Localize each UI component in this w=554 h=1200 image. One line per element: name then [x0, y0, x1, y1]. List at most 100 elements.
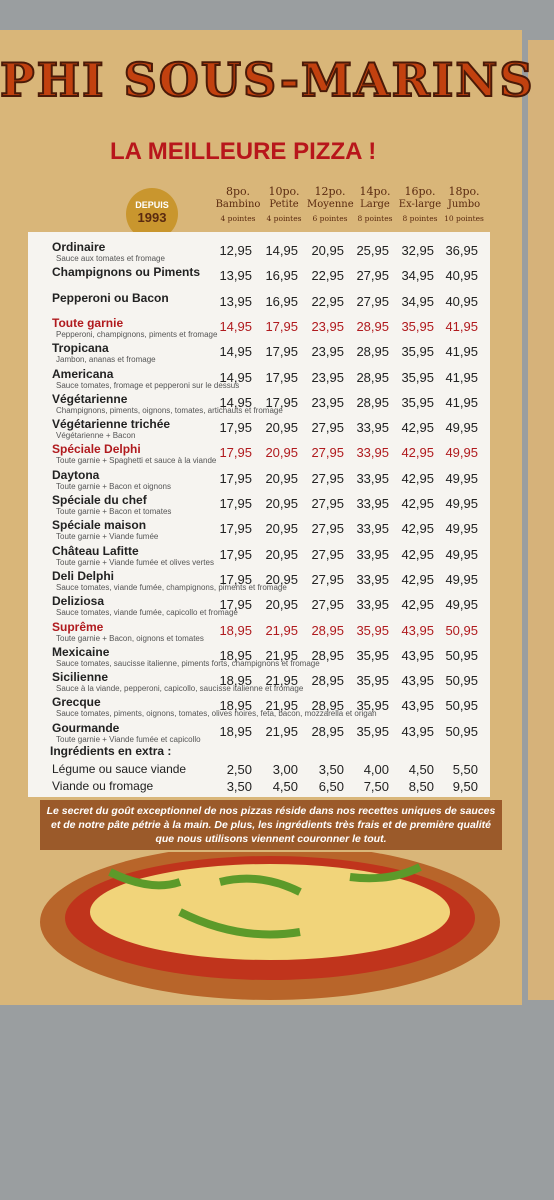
item-desc: Sauce tomates, saucisse italienne, pimen… [56, 658, 320, 668]
item-desc: Sauce à la viande, pepperoni, capicollo,… [56, 684, 304, 694]
item-name: Végétarienne [52, 391, 128, 406]
item-price: 50,95 [445, 622, 478, 638]
item-price: 43,95 [401, 673, 434, 689]
item-price: 20,95 [265, 496, 298, 511]
item-price: 42,95 [401, 470, 434, 486]
extra-name: Viande ou fromage [52, 779, 154, 793]
extra-price: 3,50 [226, 779, 252, 794]
item-desc: Sauce aux tomates et fromage [56, 254, 165, 263]
item-price: 33,95 [356, 597, 389, 613]
item-price: 20,95 [265, 571, 298, 587]
item-price: 17,95 [219, 445, 252, 461]
item-price: 49,95 [445, 420, 478, 436]
pizza-image [40, 852, 500, 1000]
item-price: 27,95 [311, 521, 344, 537]
item-price: 35,95 [356, 723, 389, 739]
item-price: 28,95 [311, 622, 344, 638]
item-price: 16,95 [265, 293, 298, 309]
extra-price: 4,50 [408, 762, 434, 777]
item-price: 18,95 [219, 622, 252, 638]
item-price: 35,95 [356, 647, 389, 663]
item-price: 34,95 [401, 268, 434, 284]
item-price: 21,95 [265, 647, 298, 663]
item-price: 14,95 [219, 344, 252, 360]
item-price: 17,95 [219, 597, 252, 613]
item-price: 17,95 [219, 521, 252, 537]
item-desc: Sauce tomates, fromage et pepperoni sur … [56, 380, 240, 390]
item-price: 49,95 [445, 470, 478, 486]
item-price: 50,95 [445, 673, 478, 689]
item-price: 28,95 [356, 369, 389, 385]
item-price: 14,95 [219, 394, 252, 410]
item-price: 25,95 [356, 243, 389, 258]
badge-year: 1993 [137, 210, 167, 225]
size-slices: 8 pointes [402, 214, 438, 223]
item-price: 41,95 [445, 344, 478, 360]
size-inch: 18po. [448, 185, 480, 198]
item-price: 50,95 [445, 723, 478, 739]
item-price: 42,95 [401, 521, 434, 537]
item-name: Spéciale du chef [52, 493, 147, 507]
item-price: 17,95 [265, 394, 298, 410]
item-price: 18,95 [219, 647, 252, 663]
footer-text: Le secret du goût exceptionnel de nos pi… [40, 800, 502, 850]
item-price: 33,95 [356, 571, 389, 587]
item-price: 23,95 [311, 394, 344, 410]
item-price: 40,95 [445, 268, 478, 284]
item-desc: Végétarienne + Bacon [56, 431, 136, 441]
item-price: 20,95 [265, 521, 298, 537]
item-desc: Toute garnie + Bacon et oignons [56, 481, 171, 491]
item-price: 49,95 [445, 521, 478, 537]
item-price: 42,95 [401, 597, 434, 613]
item-price: 14,95 [265, 243, 298, 258]
item-price: 49,95 [445, 546, 478, 562]
item-desc: Toute garnie + Viande fumée [56, 532, 159, 542]
size-inch: 12po. [314, 185, 346, 198]
item-price: 35,95 [401, 344, 434, 360]
item-price: 32,95 [401, 243, 434, 258]
item-name: Toute garnie [52, 315, 124, 330]
item-price: 35,95 [356, 698, 389, 714]
item-price: 33,95 [356, 420, 389, 436]
item-price: 35,95 [401, 369, 434, 385]
item-price: 42,95 [401, 496, 434, 511]
item-price: 17,95 [265, 344, 298, 360]
item-price: 27,95 [311, 546, 344, 562]
item-price: 41,95 [445, 394, 478, 410]
item-price: 27,95 [311, 445, 344, 461]
item-price: 40,95 [445, 293, 478, 309]
badge: DEPUIS 1993 [126, 188, 178, 240]
size-slices: 4 pointes [220, 214, 256, 223]
size-slices: 6 pointes [312, 214, 348, 223]
item-price: 20,95 [265, 420, 298, 436]
item-price: 41,95 [445, 318, 478, 334]
item-desc: Toute garnie + Viande fumée et olives ve… [56, 557, 214, 567]
item-price: 27,95 [311, 470, 344, 486]
item-price: 42,95 [401, 445, 434, 461]
item-price: 28,95 [356, 318, 389, 334]
extra-price: 4,50 [272, 779, 298, 794]
item-price: 27,95 [311, 496, 344, 511]
item-price: 35,95 [356, 673, 389, 689]
title: PHI SOUS-MARINS [0, 52, 535, 108]
item-price: 35,95 [356, 622, 389, 638]
item-name: Suprême [52, 619, 104, 634]
item-price: 17,95 [265, 369, 298, 385]
size-name: Bambino [215, 199, 261, 210]
item-price: 28,95 [311, 698, 344, 714]
item-price: 22,95 [311, 293, 344, 309]
item-price: 50,95 [445, 647, 478, 663]
item-price: 17,95 [219, 571, 252, 587]
item-name: Deli Delphi [52, 568, 115, 583]
item-price: 50,95 [445, 698, 478, 714]
item-price: 13,95 [219, 293, 252, 309]
item-price: 28,95 [311, 673, 344, 689]
item-price: 49,95 [445, 597, 478, 613]
item-desc: Sauce tomates, piments, oignons, tomates… [56, 709, 377, 719]
item-price: 12,95 [219, 243, 252, 258]
item-price: 21,95 [265, 723, 298, 739]
extra-price: 3,00 [272, 762, 298, 777]
item-name: Deliziosa [52, 594, 105, 609]
item-price: 28,95 [311, 723, 344, 739]
